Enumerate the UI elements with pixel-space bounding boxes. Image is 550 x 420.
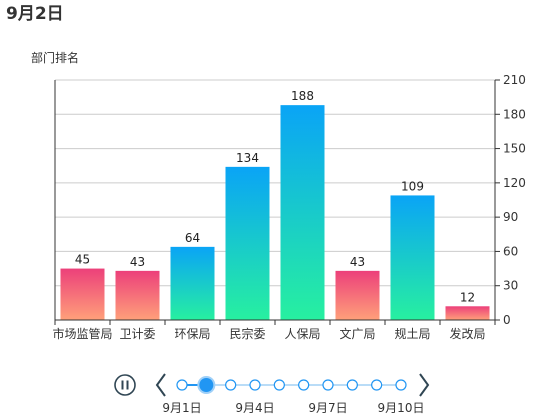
bar-卫计委[interactable] xyxy=(115,270,160,320)
x-category-label: 市场监管局 xyxy=(52,326,112,341)
bar-value-label: 43 xyxy=(130,255,145,269)
bar-人保局[interactable] xyxy=(280,105,325,321)
y-tick-label: 60 xyxy=(503,244,518,258)
bar-发改局[interactable] xyxy=(445,306,490,320)
bar-环保局[interactable] xyxy=(170,246,215,320)
previous-icon[interactable] xyxy=(155,373,166,397)
x-category-label: 卫计委 xyxy=(119,327,155,341)
timeline-point[interactable] xyxy=(225,379,237,391)
y-tick-label: 150 xyxy=(503,142,526,156)
bar-value-label: 64 xyxy=(185,231,200,245)
timeline-point[interactable] xyxy=(346,379,358,391)
timeline-current-point[interactable] xyxy=(197,376,216,394)
y-tick-label: 180 xyxy=(503,107,526,121)
bar-民宗委[interactable] xyxy=(225,166,270,320)
timeline[interactable]: 9月1日 9月4日 9月7日 9月10日 xyxy=(114,373,430,415)
x-category-label: 规土局 xyxy=(394,326,430,341)
bar-value-label: 134 xyxy=(236,151,259,165)
bar-value-label: 12 xyxy=(460,290,475,304)
bar-value-label: 45 xyxy=(75,253,90,267)
timeline-label: 9月10日 xyxy=(378,401,425,415)
x-category-label: 文广局 xyxy=(339,326,375,341)
bar-文广局[interactable] xyxy=(335,270,380,320)
bar-value-label: 109 xyxy=(401,179,424,193)
y-tick-label: 120 xyxy=(503,176,526,190)
timeline-point[interactable] xyxy=(298,379,310,391)
timeline-label: 9月1日 xyxy=(162,401,201,415)
y-tick-label: 30 xyxy=(503,279,518,293)
timeline-label: 9月7日 xyxy=(308,401,347,415)
timeline-point[interactable] xyxy=(322,379,334,391)
chart-title: 9月2日 xyxy=(6,4,64,24)
x-category-label: 民宗委 xyxy=(229,326,265,341)
timeline-point[interactable] xyxy=(395,379,407,391)
y-axis-title: 部门排名 xyxy=(31,51,80,65)
axes: 0 30 60 90 120 150 180 210 市场监管局 卫计委 环保局 民宗委 人保局 文广局 规… xyxy=(52,73,525,341)
timeline-point[interactable] xyxy=(273,379,285,391)
timeline-point[interactable] xyxy=(371,379,383,391)
pause-icon xyxy=(121,380,129,390)
y-tick-label: 0 xyxy=(503,313,511,327)
y-tick-label: 90 xyxy=(503,210,518,224)
pause-button[interactable] xyxy=(114,374,136,396)
x-category-label: 环保局 xyxy=(174,327,210,341)
timeline-point[interactable] xyxy=(176,379,188,391)
bars: 45 43 64 134 188 43 109 12 xyxy=(60,89,490,321)
next-icon[interactable] xyxy=(419,373,430,397)
timeline-point[interactable] xyxy=(249,379,261,391)
bar-市场监管局[interactable] xyxy=(60,268,105,320)
x-category-label: 发改局 xyxy=(449,326,485,341)
y-tick-label: 210 xyxy=(503,73,526,87)
bar-规土局[interactable] xyxy=(390,195,435,320)
x-category-label: 人保局 xyxy=(284,327,320,341)
timeline-label: 9月4日 xyxy=(235,401,274,415)
bar-value-label: 43 xyxy=(350,255,365,269)
bar-value-label: 188 xyxy=(291,89,314,103)
